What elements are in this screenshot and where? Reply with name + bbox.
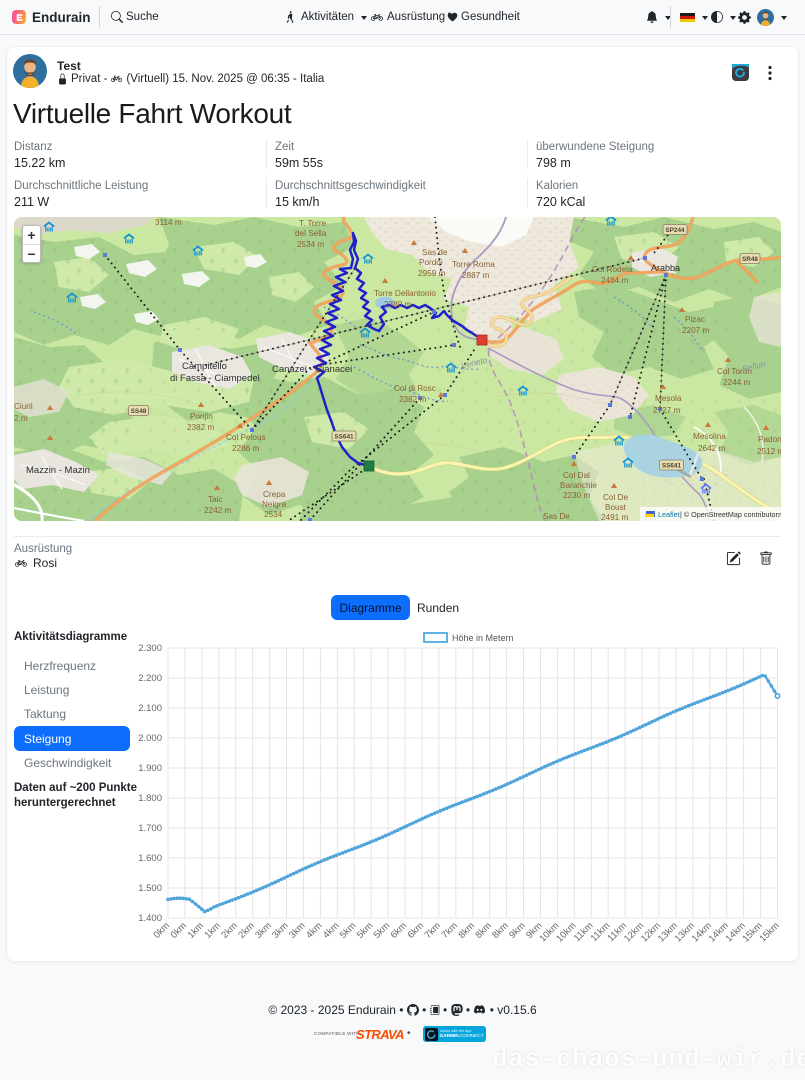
svg-text:1km: 1km [186,920,207,941]
svg-text:2491 m: 2491 m [601,513,628,521]
svg-text:Torre Dellantonio: Torre Dellantonio [374,289,436,298]
svg-text:8km: 8km [473,920,494,941]
svg-text:6km: 6km [389,920,410,941]
svg-text:2.300: 2.300 [138,643,162,654]
svg-text:2887 m: 2887 m [462,271,489,280]
svg-text:5km: 5km [338,920,359,941]
svg-text:3km: 3km [287,920,308,941]
svg-text:1.800: 1.800 [138,793,162,804]
svg-text:2534 m: 2534 m [297,240,324,249]
svg-text:Pizac: Pizac [685,315,705,324]
svg-text:Col di Rosc: Col di Rosc [394,384,436,393]
svg-text:di Fassa - Ciampedel: di Fassa - Ciampedel [170,373,260,384]
svg-text:2km: 2km [236,920,257,941]
svg-text:SS641: SS641 [334,434,354,441]
svg-text:2242 m: 2242 m [204,506,231,515]
svg-text:3km: 3km [253,920,274,941]
svg-text:3km: 3km [270,920,291,941]
svg-text:SP244: SP244 [665,227,685,234]
svg-text:5km: 5km [355,920,376,941]
svg-text:Mesolina: Mesolina [693,432,726,441]
svg-text:Mazzin - Mazin: Mazzin - Mazin [26,465,90,476]
svg-text:9km: 9km [507,920,528,941]
svg-text:Ponjin: Ponjin [190,412,213,421]
svg-text:2727 m: 2727 m [653,406,680,415]
svg-text:2382 m: 2382 m [187,423,214,432]
svg-text:1.900: 1.900 [138,763,162,774]
svg-text:Höhe in Metern: Höhe in Metern [452,633,514,643]
svg-text:4km: 4km [321,920,342,941]
svg-text:2512 m: 2512 m [757,447,781,456]
svg-text:Taic: Taic [208,495,223,504]
svg-text:2286 m: 2286 m [232,444,259,453]
svg-text:3114 m: 3114 m [155,218,182,227]
svg-text:Neigra: Neigra [262,500,287,509]
svg-text:2244 m: 2244 m [723,378,750,387]
svg-text:7km: 7km [423,920,444,941]
svg-text:Canazei - Cianacei: Canazei - Cianacei [272,364,352,375]
svg-text:Pordoi: Pordoi [419,258,443,267]
svg-text:Mesola: Mesola [655,394,682,403]
svg-text:Torre Roma: Torre Roma [452,260,495,269]
svg-text:Ciuril: Ciuril [14,402,33,411]
svg-text:2642 m: 2642 m [698,444,725,453]
svg-text:1.600: 1.600 [138,853,162,864]
svg-text:Col Rodela: Col Rodela [592,265,633,274]
svg-text:Leaflet: Leaflet [658,510,680,519]
svg-text:Campitello: Campitello [182,361,227,372]
svg-text:Sas De: Sas De [543,512,570,521]
svg-text:2.100: 2.100 [138,703,162,714]
svg-text:2 m: 2 m [14,414,28,423]
svg-text:2380 m: 2380 m [384,300,411,309]
svg-text:1.700: 1.700 [138,823,162,834]
svg-text:0km: 0km [169,920,190,941]
svg-text:1.400: 1.400 [138,913,162,924]
svg-text:4km: 4km [304,920,325,941]
svg-text:2.200: 2.200 [138,673,162,684]
svg-text:2959 m: 2959 m [418,269,445,278]
svg-text:T. Torre: T. Torre [299,219,327,228]
svg-text:8km: 8km [456,920,477,941]
svg-text:SS48: SS48 [131,408,147,415]
svg-text:Col Toron: Col Toron [717,367,752,376]
svg-text:5km: 5km [372,920,393,941]
svg-text:Arabba: Arabba [651,263,680,273]
svg-text:Col Dal: Col Dal [563,471,590,480]
svg-text:Sas de: Sas de [422,248,448,257]
svg-text:Crepa: Crepa [263,490,286,499]
svg-text:2.000: 2.000 [138,733,162,744]
svg-text:del Sella: del Sella [295,229,327,238]
svg-text:6km: 6km [406,920,427,941]
svg-text:Baranchie: Baranchie [560,481,597,490]
svg-text:2534: 2534 [264,510,283,519]
svg-text:2484 m: 2484 m [601,276,628,285]
svg-text:2230 m: 2230 m [563,491,590,500]
svg-text:8km: 8km [490,920,511,941]
svg-text:Col Pelous: Col Pelous [226,433,266,442]
svg-text:Col De: Col De [603,493,628,502]
svg-text:Padon: Padon [758,435,781,444]
svg-text:SR48: SR48 [742,256,758,263]
svg-text:1.500: 1.500 [138,883,162,894]
svg-text:2207 m: 2207 m [682,326,709,335]
svg-text:2km: 2km [219,920,240,941]
svg-text:2382 m: 2382 m [399,395,426,404]
svg-text:1km: 1km [202,920,223,941]
svg-text:Boust: Boust [605,503,627,512]
svg-text:SS641: SS641 [662,463,682,470]
svg-text:15km: 15km [757,920,781,944]
svg-text:7km: 7km [439,920,460,941]
svg-text:| © OpenStreetMap contributors: | © OpenStreetMap contributors [680,510,781,519]
